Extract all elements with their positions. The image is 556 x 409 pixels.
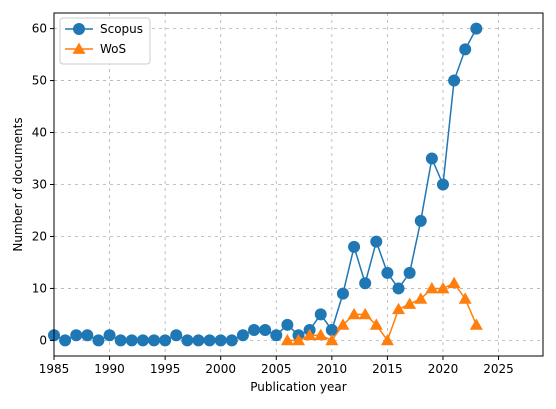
x-tick-label: 1990 bbox=[94, 362, 125, 376]
data-point-scopus bbox=[192, 334, 205, 347]
legend-marker bbox=[73, 23, 85, 35]
x-tick-label: 1985 bbox=[39, 362, 70, 376]
x-tick-label: 2015 bbox=[372, 362, 403, 376]
series-wos bbox=[280, 276, 483, 346]
data-point-scopus bbox=[270, 329, 283, 342]
data-point-wos bbox=[392, 302, 406, 315]
y-tick-label: 50 bbox=[32, 74, 47, 88]
data-point-scopus bbox=[414, 214, 427, 227]
data-point-scopus bbox=[370, 235, 383, 248]
data-point-wos bbox=[458, 292, 472, 304]
data-point-wos bbox=[425, 281, 439, 294]
data-point-scopus bbox=[436, 178, 449, 191]
legend-marker bbox=[72, 42, 86, 54]
x-tick-label: 2010 bbox=[317, 362, 348, 376]
data-point-scopus bbox=[359, 277, 372, 290]
y-tick-label: 0 bbox=[39, 333, 47, 347]
x-tick-label: 2000 bbox=[205, 362, 236, 376]
data-point-scopus bbox=[103, 329, 116, 342]
data-point-wos bbox=[469, 318, 483, 330]
data-point-scopus bbox=[392, 282, 405, 295]
data-point-wos bbox=[336, 318, 350, 330]
data-point-scopus bbox=[214, 334, 227, 347]
y-tick-label: 60 bbox=[32, 22, 47, 36]
data-point-scopus bbox=[148, 334, 161, 347]
data-point-scopus bbox=[448, 74, 461, 87]
grid-lines bbox=[53, 13, 543, 356]
data-point-wos bbox=[303, 328, 317, 341]
data-point-scopus bbox=[170, 329, 183, 342]
data-point-scopus bbox=[314, 308, 327, 321]
data-point-scopus bbox=[181, 334, 194, 347]
data-point-wos bbox=[347, 307, 361, 320]
axis-ticks: 1985 1990 1995 2000 2005 2010 2015 2020 2025 0 10 2… bbox=[32, 22, 514, 376]
data-point-scopus bbox=[325, 324, 338, 337]
data-point-scopus bbox=[70, 329, 83, 342]
data-point-wos bbox=[292, 333, 305, 346]
x-tick-label: 2025 bbox=[483, 362, 514, 376]
data-point-scopus bbox=[203, 334, 216, 347]
legend: Scopus WoS bbox=[59, 17, 151, 65]
y-tick-label: 40 bbox=[32, 126, 47, 140]
data-point-scopus bbox=[159, 334, 172, 347]
x-tick-label: 2005 bbox=[261, 362, 292, 376]
series-layer bbox=[48, 22, 483, 347]
y-tick-label: 20 bbox=[32, 229, 47, 243]
data-point-scopus bbox=[470, 22, 483, 35]
data-point-wos bbox=[280, 333, 294, 346]
data-point-scopus bbox=[114, 334, 127, 347]
data-point-scopus bbox=[281, 318, 294, 331]
data-point-wos bbox=[403, 297, 417, 309]
data-point-scopus bbox=[236, 329, 249, 342]
data-point-scopus bbox=[125, 334, 138, 347]
data-point-scopus bbox=[403, 266, 416, 279]
data-point-wos bbox=[436, 281, 450, 294]
x-tick-label: 2020 bbox=[428, 362, 459, 376]
data-point-scopus bbox=[225, 334, 238, 347]
data-point-wos bbox=[358, 307, 372, 320]
data-point-scopus bbox=[459, 43, 472, 56]
data-point-scopus bbox=[381, 266, 394, 279]
data-point-wos bbox=[314, 328, 328, 341]
data-point-wos bbox=[325, 333, 339, 346]
data-point-wos bbox=[380, 333, 394, 346]
legend-label: Scopus bbox=[100, 22, 143, 36]
data-point-wos bbox=[447, 276, 461, 289]
data-point-scopus bbox=[92, 334, 105, 347]
data-point-scopus bbox=[248, 324, 261, 337]
legend-label: WoS bbox=[100, 42, 126, 56]
y-axis-label: Number of documents bbox=[11, 117, 25, 251]
data-point-scopus bbox=[336, 287, 349, 300]
data-point-scopus bbox=[259, 324, 272, 337]
data-point-scopus bbox=[59, 334, 72, 347]
x-tick-label: 1995 bbox=[150, 362, 181, 376]
x-axis-label: Publication year bbox=[250, 380, 347, 394]
data-point-wos bbox=[414, 292, 428, 304]
y-tick-label: 10 bbox=[32, 281, 47, 295]
y-tick-label: 30 bbox=[32, 178, 47, 192]
data-point-wos bbox=[369, 318, 383, 330]
series-scopus bbox=[48, 22, 483, 347]
data-point-scopus bbox=[348, 240, 361, 253]
data-point-scopus bbox=[81, 329, 94, 342]
data-point-scopus bbox=[425, 152, 438, 165]
data-point-scopus bbox=[136, 334, 149, 347]
